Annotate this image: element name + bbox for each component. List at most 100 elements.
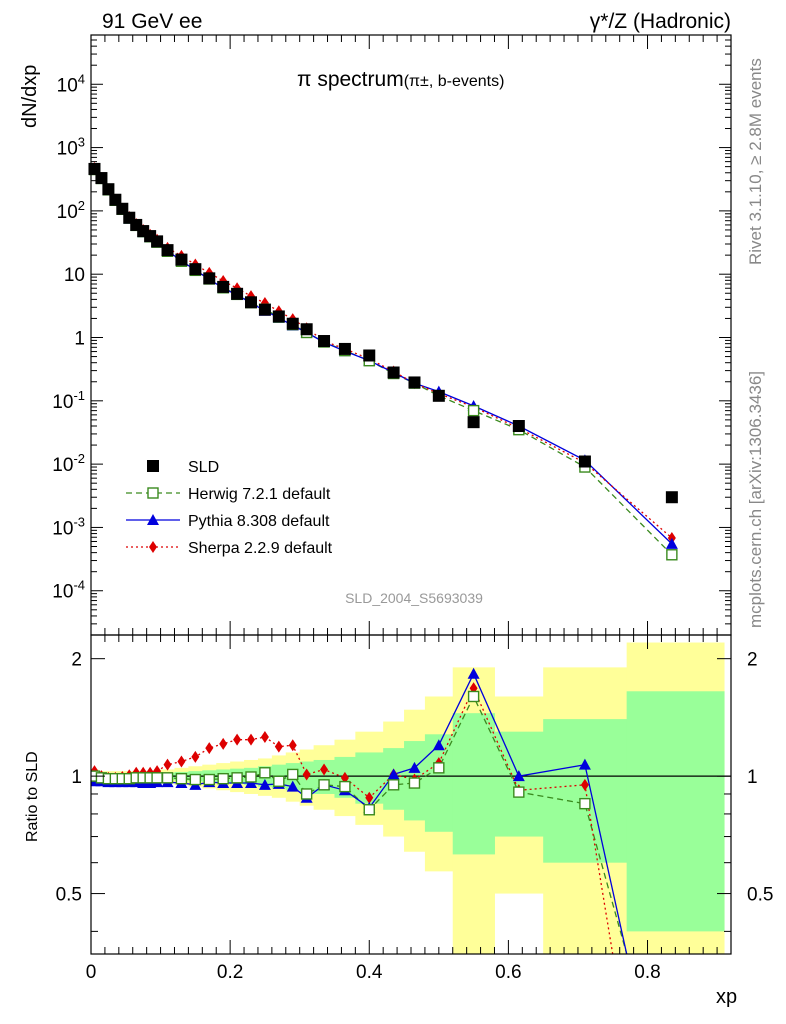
data-point: [408, 376, 421, 389]
data-point: [286, 317, 299, 330]
ratio-point: [177, 755, 186, 768]
legend-label: Herwig 7.2.1 default: [188, 486, 331, 503]
uncertainty-band-inner: [424, 734, 454, 832]
ratio-point: [363, 804, 375, 816]
data-point: [203, 272, 216, 285]
ratio-y-tick-label: 2: [71, 650, 82, 671]
data-point: [189, 263, 202, 276]
ratio-y-tick-label: 2: [747, 650, 758, 671]
ratio-ylabel: Ratio to SLD: [24, 751, 41, 842]
main-panel-frame: [90, 34, 732, 636]
legend-marker: [147, 514, 159, 525]
data-point: [512, 420, 525, 433]
x-tick-label: 0.2: [217, 962, 243, 983]
ratio-point: [161, 772, 174, 784]
y-tick-label: 10-4: [52, 578, 85, 603]
main-ylabel: dN/dxp: [19, 65, 41, 128]
ratio-point: [245, 771, 257, 783]
y-tick-label: 104: [57, 71, 85, 96]
uncertainty-band-inner: [494, 731, 544, 837]
data-point: [217, 280, 230, 293]
x-tick-label: 0.8: [634, 962, 660, 983]
header-right-main: γ*/Z: [590, 10, 628, 33]
series-line: [93, 167, 673, 539]
ratio-point: [300, 788, 313, 800]
series-line: [93, 169, 673, 556]
ratio-point: [205, 742, 214, 755]
ratio-point: [365, 791, 374, 804]
ratio-y-tick-label: 0.5: [56, 885, 82, 906]
y-tick-label: 10-1: [52, 388, 85, 413]
ratio-y-tick-label: 1: [747, 767, 758, 788]
uncertainty-band-inner: [452, 713, 495, 855]
ratio-point: [191, 750, 200, 763]
data-point: [665, 491, 678, 504]
ratio-point: [219, 737, 228, 750]
x-tick-label: 0: [86, 962, 97, 983]
data-point: [272, 310, 285, 323]
y-tick-label: 102: [57, 198, 85, 223]
ratio-point: [339, 780, 351, 793]
ratio-point: [217, 772, 229, 785]
data-point: [666, 549, 678, 561]
data-point: [300, 323, 313, 336]
data-point: [387, 366, 400, 379]
ratio-point: [340, 771, 349, 784]
data-point: [467, 404, 480, 417]
legend-label: SLD: [188, 459, 219, 476]
ratio-point: [175, 772, 188, 785]
legend: SLD Herwig 7.2.1 default Pythia 8.308 defa…: [126, 459, 333, 557]
ratio-point: [387, 779, 400, 791]
data-point: [467, 416, 480, 429]
data-point: [161, 244, 174, 257]
ratio-point: [318, 779, 330, 791]
y-tick-label: 103: [57, 135, 85, 160]
legend-marker: [147, 487, 159, 499]
ratio-point: [320, 763, 329, 776]
ratio-point: [231, 772, 243, 784]
main-panel: 10-4 10-3 10-2 10-1 1 10 102 103 104 π spectrum(…: [19, 34, 732, 636]
ratio-point: [387, 768, 400, 780]
ratio-point: [151, 772, 163, 784]
legend-marker: [147, 460, 159, 472]
ratio-point: [433, 762, 445, 774]
main-axes: 10-4 10-3 10-2 10-1 1 10 102 103 104: [52, 34, 731, 636]
ratio-point: [287, 768, 299, 781]
ratio-point: [408, 777, 421, 789]
ratio-panel: 0.5 0.5 1 1 2 2 0 0.2 0.4 0.6 0.8 Ratio to SLD xp: [24, 634, 773, 1008]
main-plot-marks: [88, 162, 678, 561]
main-title: π spectrum(π±, b-events): [297, 68, 504, 91]
data-point: [102, 183, 115, 196]
uncertainty-band-inner: [626, 691, 725, 932]
ratio-point: [467, 690, 480, 703]
data-point: [151, 235, 164, 248]
ratio-point: [258, 778, 271, 790]
main-title-text: π spectrum: [297, 68, 404, 91]
data-point: [245, 296, 257, 309]
series-line: [93, 169, 673, 545]
header-left: 91 GeV ee: [102, 10, 202, 33]
ratio-point: [579, 797, 591, 810]
data-point: [258, 303, 271, 316]
ratio-point: [260, 730, 269, 743]
ratio-point: [286, 780, 299, 792]
ratio-point: [288, 739, 297, 752]
legend-label: Pythia 8.308 default: [188, 513, 330, 530]
header-right-paren: (Hadronic): [627, 10, 731, 33]
ratio-point: [203, 773, 215, 786]
ratio-point: [467, 667, 480, 679]
y-tick-label: 1: [74, 329, 85, 350]
uncertainty-band-inner: [543, 719, 628, 863]
ratio-point: [247, 733, 255, 746]
data-point: [123, 211, 136, 224]
data-point: [175, 253, 188, 266]
ratio-axes: 0.5 0.5 1 1 2 2 0 0.2 0.4 0.6 0.8: [56, 635, 773, 983]
ratio-point: [512, 770, 525, 782]
ratio-point: [578, 758, 591, 770]
x-axis-label: xp: [716, 986, 737, 1008]
x-tick-label: 0.6: [495, 962, 521, 983]
ratio-point: [189, 773, 202, 786]
ratio-point: [273, 775, 285, 787]
data-point: [363, 349, 376, 362]
mcplots-label: mcplots.cern.ch [arXiv:1306.3436]: [746, 371, 765, 628]
